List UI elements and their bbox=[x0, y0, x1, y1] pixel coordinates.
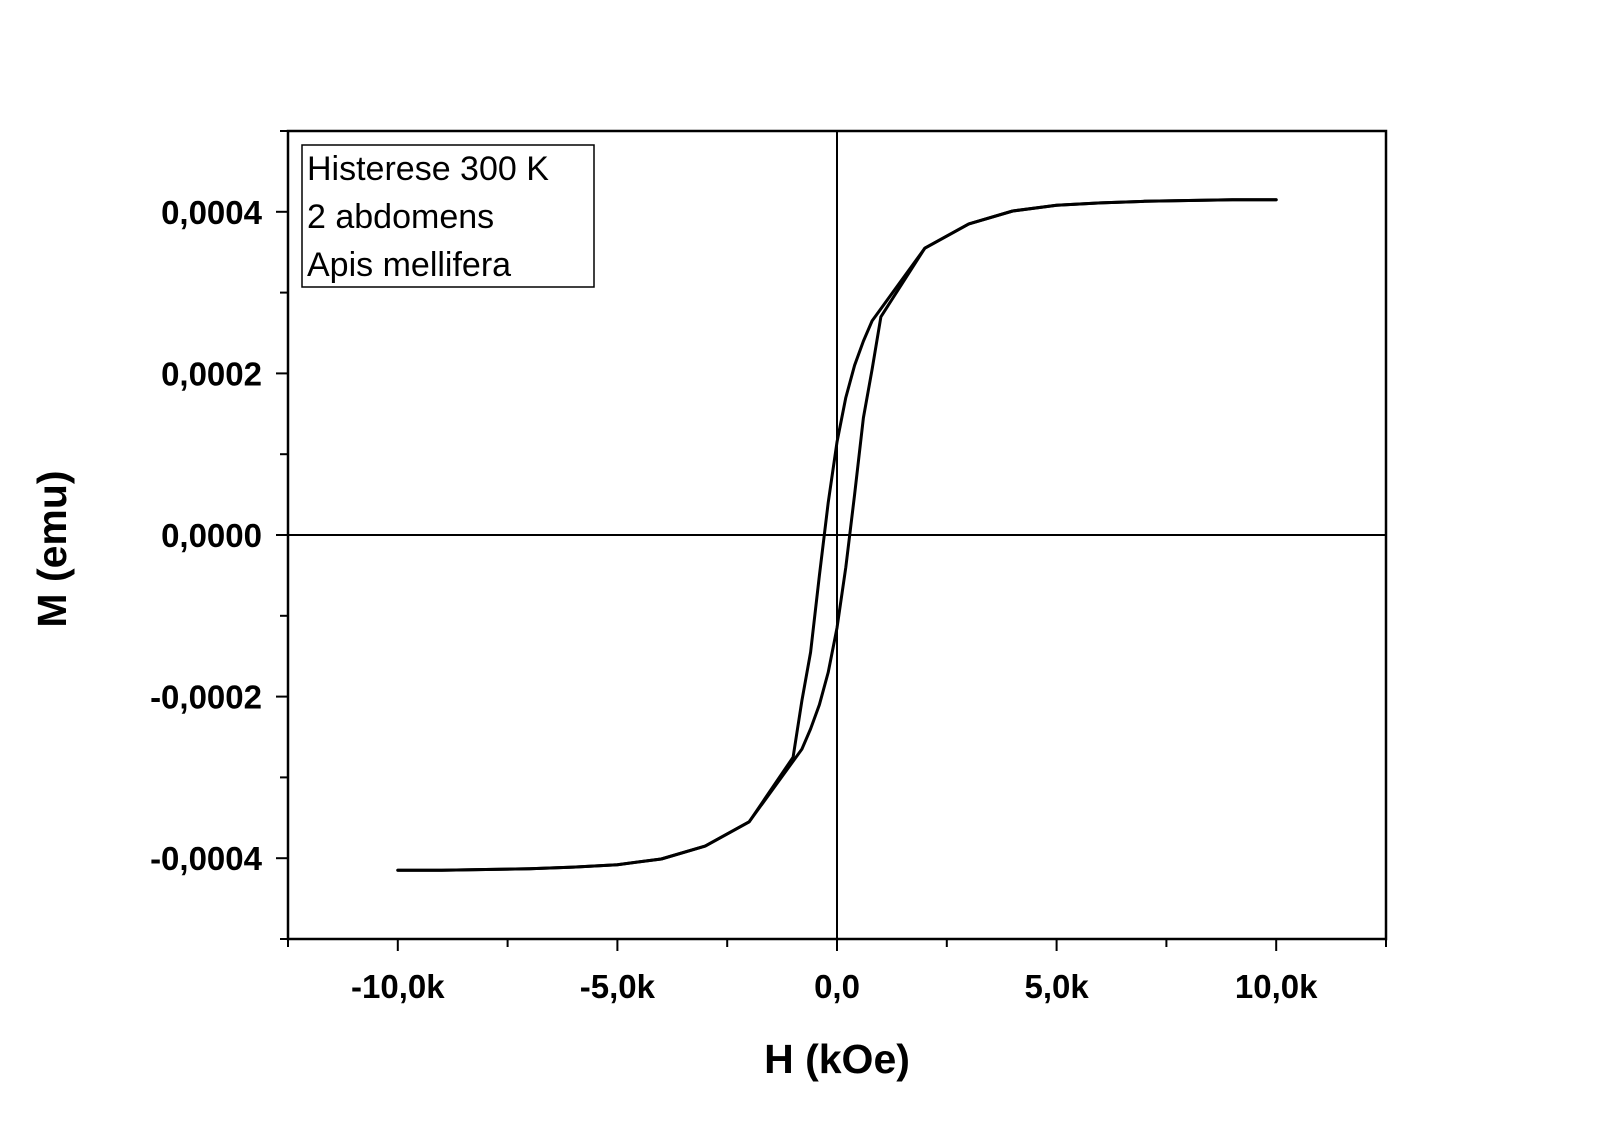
series-ascending-branch bbox=[396, 198, 1278, 872]
y-axis-ticks: 0,0004 0,0002 0,0000 -0,0002 -0,0004 bbox=[150, 130, 288, 940]
legend-box: Histerese 300 K 2 abdomens Apis mellifer… bbox=[301, 144, 595, 288]
x-tick-label: 0,0 bbox=[814, 968, 860, 1005]
y-tick-label: -0,0004 bbox=[150, 840, 263, 877]
x-axis-ticks: -10,0k -5,0k 0,0 5,0k 10,0k bbox=[287, 939, 1387, 1005]
y-tick-label: 0,0000 bbox=[161, 517, 262, 554]
y-tick-label: -0,0002 bbox=[150, 679, 262, 716]
y-tick-label: 0,0002 bbox=[161, 355, 262, 392]
x-axis-title: H (kOe) bbox=[764, 1036, 910, 1082]
legend-line-2: 2 abdomens bbox=[307, 198, 494, 236]
x-tick-label: -10,0k bbox=[351, 968, 445, 1005]
y-tick-label: 0,0004 bbox=[161, 194, 263, 231]
x-tick-label: -5,0k bbox=[580, 968, 656, 1005]
series-group bbox=[396, 198, 1278, 872]
legend-frame bbox=[301, 144, 595, 288]
legend-line-1: Histerese 300 K bbox=[307, 150, 549, 188]
y-axis-title: M (emu) bbox=[29, 470, 75, 627]
x-tick-label: 10,0k bbox=[1235, 968, 1318, 1005]
zero-lines bbox=[288, 131, 1386, 939]
x-tick-label: 5,0k bbox=[1024, 968, 1089, 1005]
legend-line-3: Apis mellifera bbox=[307, 246, 511, 284]
